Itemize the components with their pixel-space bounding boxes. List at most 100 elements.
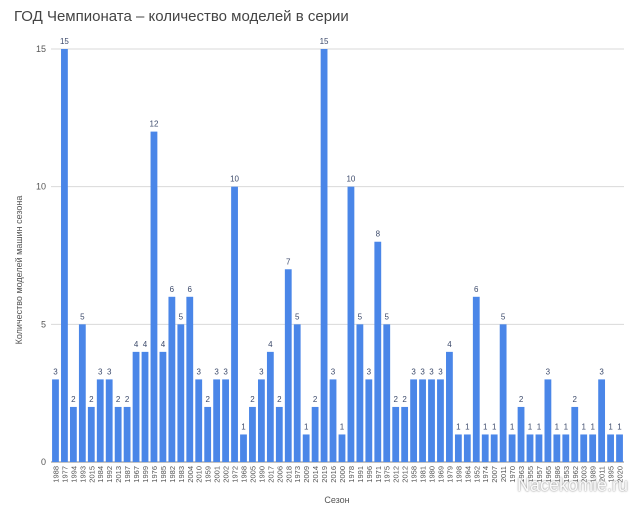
bar-value-label: 1 [564, 422, 569, 431]
bar [517, 406, 525, 462]
bar-value-label: 1 [456, 422, 461, 431]
bar-value-label: 1 [510, 422, 515, 431]
bar [61, 49, 68, 462]
bar-value-label: 1 [465, 422, 470, 431]
bar-value-label: 1 [492, 422, 497, 431]
bar-value-label: 3 [429, 367, 434, 376]
x-tick-label: 1972 [231, 466, 240, 483]
bar [616, 434, 623, 462]
x-tick-label: 1981 [419, 466, 428, 483]
bar-value-label: 3 [223, 367, 228, 376]
x-tick-label: 1965 [544, 466, 553, 483]
x-tick-label: 1973 [293, 466, 302, 483]
x-tick-label: 1988 [51, 466, 60, 483]
bar-value-label: 15 [60, 37, 69, 46]
bar-value-label: 2 [313, 395, 318, 404]
x-tick-label: 1964 [463, 466, 472, 483]
bar [150, 131, 158, 462]
bar [105, 379, 113, 462]
bar [141, 351, 149, 462]
bar [383, 324, 391, 462]
x-tick-label: 2014 [311, 466, 320, 483]
bar [69, 406, 77, 462]
bar-value-label: 5 [501, 312, 506, 321]
bar-value-label: 1 [617, 422, 622, 431]
bar-value-label: 5 [80, 312, 85, 321]
bar [490, 434, 498, 462]
bar-value-label: 1 [483, 422, 488, 431]
bar [535, 434, 543, 462]
bar-value-label: 2 [89, 395, 94, 404]
x-tick-label: 1996 [365, 466, 374, 483]
bar [410, 379, 418, 462]
x-tick-label: 1979 [445, 466, 454, 483]
bar-value-label: 3 [53, 367, 58, 376]
x-tick-label: 1993 [78, 466, 87, 483]
bars [52, 49, 623, 462]
x-tick-label: 2020 [616, 466, 625, 483]
bar [526, 434, 534, 462]
bar-value-label: 4 [268, 340, 273, 349]
bar-value-label: 1 [340, 422, 345, 431]
bar [257, 379, 265, 462]
x-tick-label: 2017 [266, 466, 275, 483]
x-tick-label: 2012 [392, 466, 401, 483]
y-tick-label: 5 [41, 319, 46, 329]
bar [311, 406, 319, 462]
bar [249, 406, 256, 462]
x-tick-label: 1969 [436, 466, 445, 483]
y-tick-label: 10 [36, 182, 46, 192]
bar [132, 351, 140, 462]
bar [347, 186, 355, 462]
y-axis-ticks: 0 5 10 15 [36, 44, 46, 467]
x-tick-label: 1974 [481, 466, 490, 483]
bar [177, 324, 185, 462]
bar [240, 434, 247, 462]
bar-value-label: 3 [259, 367, 264, 376]
x-tick-label: 2001 [213, 466, 222, 483]
bar-value-label: 5 [358, 312, 363, 321]
bar-value-label: 1 [581, 422, 586, 431]
bar [463, 434, 471, 462]
x-tick-label: 1958 [410, 466, 419, 483]
x-tick-label: 2009 [302, 466, 311, 483]
bar-value-label: 12 [150, 120, 159, 129]
bar [123, 406, 131, 462]
bar-value-label: 1 [537, 422, 542, 431]
x-tick-label: 2003 [580, 466, 589, 483]
x-tick-label: 2000 [338, 466, 347, 483]
bar-value-label: 2 [71, 395, 76, 404]
x-tick-label: 2013 [114, 466, 123, 483]
bar [481, 434, 489, 462]
bar [544, 379, 552, 462]
x-tick-label: 1994 [69, 466, 78, 483]
bar-value-label: 10 [346, 175, 355, 184]
bar [580, 434, 588, 462]
bar [302, 434, 310, 462]
bar [589, 434, 597, 462]
bar [114, 406, 122, 462]
x-tick-label: 2019 [320, 466, 329, 483]
bar-value-label: 3 [546, 367, 551, 376]
bar-value-label: 2 [277, 395, 282, 404]
x-tick-label: 1987 [123, 466, 132, 483]
bar-value-label: 4 [161, 340, 166, 349]
x-tick-label: 2005 [248, 466, 257, 483]
bar-value-label: 2 [116, 395, 121, 404]
x-tick-label: 1959 [204, 466, 213, 483]
bar-value-label: 1 [528, 422, 533, 431]
bar [284, 269, 292, 462]
x-tick-label: 1967 [132, 466, 141, 483]
x-tick-label: 1989 [589, 466, 598, 483]
bar [454, 434, 462, 462]
bar [293, 324, 301, 462]
bar [446, 351, 453, 462]
x-tick-label: 1977 [60, 466, 69, 483]
x-tick-label: 1970 [508, 466, 517, 483]
bar-value-label: 1 [555, 422, 560, 431]
bar [96, 379, 104, 462]
bar [204, 406, 212, 462]
bar-value-label: 2 [402, 395, 407, 404]
x-tick-label: 1986 [553, 466, 562, 483]
